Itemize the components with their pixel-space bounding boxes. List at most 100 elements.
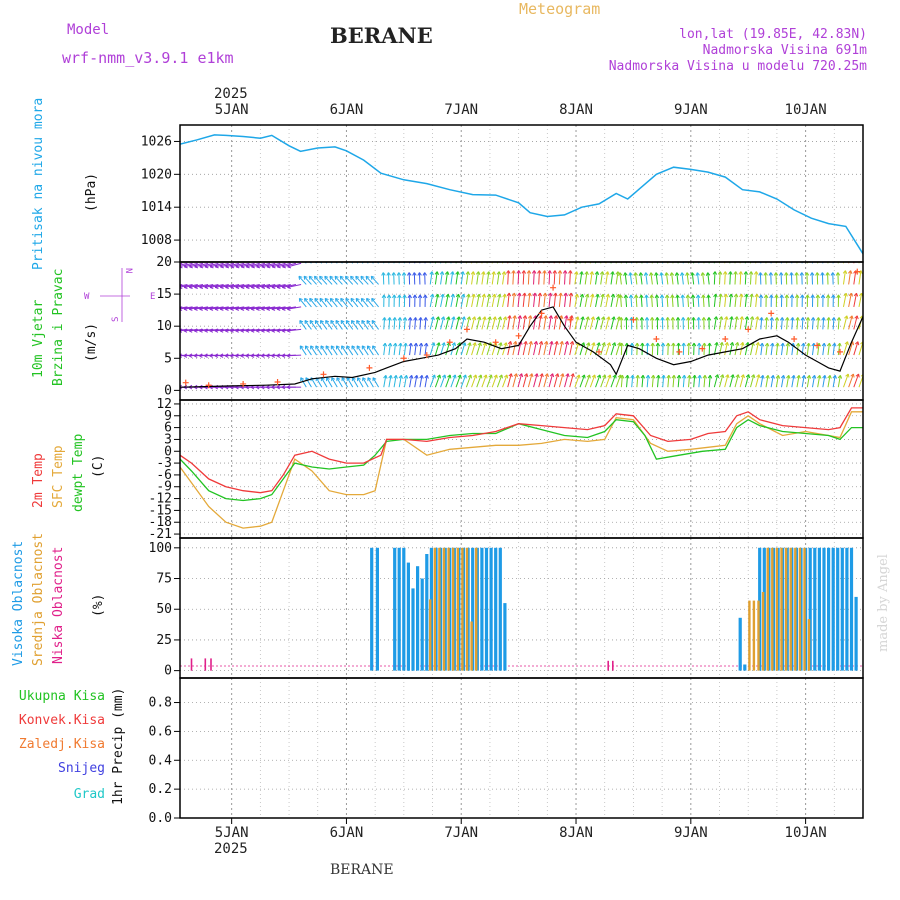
wind-arrow-head: [502, 250, 506, 253]
wind-arrow: [770, 317, 773, 330]
wind-arrow-head: [224, 328, 229, 333]
wind-arrow-head: [261, 353, 265, 358]
wind-arrow-head: [769, 317, 775, 321]
wind-arrow: [481, 342, 487, 356]
wind-arrow: [471, 374, 477, 388]
wind-arrow-head: [204, 306, 209, 311]
wind-arrow-head: [744, 293, 749, 298]
wind-arrow: [744, 316, 748, 330]
w-tick-label: 5: [164, 351, 172, 366]
wind-arrow-head: [472, 342, 477, 347]
wind-arrow-head: [407, 272, 412, 276]
wind-arrow-head: [276, 328, 281, 333]
wind-arrow: [579, 316, 584, 330]
wind-arrow: [533, 270, 535, 285]
wind-arrow-head: [612, 374, 617, 379]
wind-arrow: [827, 343, 830, 356]
wind-arrow-head: [502, 293, 507, 298]
wind-arrow-head: [794, 251, 798, 254]
wind-arrow: [574, 342, 580, 356]
wind-arrow-head: [707, 374, 713, 379]
wind-gust-mark: [550, 284, 557, 291]
wind-arrow-head: [595, 293, 600, 298]
wind-arrow: [360, 275, 369, 285]
wind-arrow-head: [492, 316, 497, 321]
wind-arrow-head: [457, 374, 462, 379]
wind-arrow-head: [681, 374, 687, 379]
wind-arrow: [340, 298, 348, 308]
wind-arrow: [692, 294, 695, 307]
wind-arrow-head: [843, 249, 847, 252]
wind-arrow-head: [763, 251, 767, 254]
wind-arrow: [320, 377, 328, 388]
wind-arrow: [455, 342, 461, 356]
wind-arrow-head: [643, 272, 649, 276]
wind-arrow: [496, 294, 501, 308]
wind-arrow: [569, 270, 571, 285]
wind-arrow-head: [584, 271, 589, 276]
wind-arrow-head: [618, 272, 623, 276]
w-tick-label: 20: [156, 255, 172, 270]
wind-arrow: [445, 271, 449, 285]
cloud-bar: [817, 547, 821, 671]
wind-arrow-head: [560, 373, 565, 378]
wind-arrow-head: [183, 284, 188, 289]
cloud-bar: [411, 588, 415, 671]
wind-arrow-head: [785, 342, 791, 347]
wind-arrow-head: [756, 374, 761, 379]
wind-arrow: [517, 373, 523, 388]
wind-arrow: [471, 316, 476, 330]
wind-arrow-head: [734, 342, 740, 346]
wind-arrow: [553, 292, 557, 307]
top-day-labels: 5JAN 6JAN 7JAN 8JAN 9JAN 10JAN: [215, 102, 827, 118]
wind-arrow-head: [324, 275, 329, 280]
wind-arrow: [460, 294, 465, 308]
wind-arrow-head: [487, 316, 492, 321]
wind-arrow-head: [168, 307, 171, 311]
wind-arrow-head: [579, 293, 585, 298]
wind-arrow-head: [533, 341, 539, 345]
wind-arrow: [287, 354, 302, 357]
wind-arrow-head: [753, 271, 759, 275]
wind-arrow-head: [465, 271, 471, 276]
top-day-label: 10JAN: [785, 102, 827, 118]
wind-arrow: [334, 275, 343, 285]
wind-arrow: [548, 315, 552, 330]
wind-arrow-head: [417, 272, 422, 276]
wind-arrow-head: [471, 293, 476, 298]
wind-arrow-head: [589, 271, 595, 276]
wind-arrow: [527, 315, 532, 330]
wind-arrow-head: [382, 317, 387, 321]
wind-arrow-head: [298, 256, 301, 259]
wind-arrow-head: [760, 375, 765, 379]
wind-arrow-head: [690, 272, 695, 276]
wind-arrow-head: [219, 306, 224, 311]
wind-arrow-head: [719, 342, 724, 346]
wind-arrow-head: [755, 342, 760, 346]
wind-arrow-head: [366, 345, 371, 350]
wind-arrow: [517, 292, 521, 307]
wind-arrow-head: [527, 249, 531, 252]
wind-gust-mark: [630, 316, 637, 323]
wind-arrow-head: [831, 294, 836, 299]
precip-panel: 0.00.20.40.60.8 Ukupna Kisa Konvek.Kisa …: [19, 678, 863, 826]
wind-arrow-head: [430, 293, 435, 298]
wind-arrow-head: [481, 250, 485, 253]
wind-arrow: [645, 272, 648, 285]
cloud-bar: [813, 547, 817, 671]
wind-arrow-head: [570, 373, 575, 378]
wind-arrow-head: [836, 294, 841, 299]
wind-arrow: [548, 373, 554, 388]
wind-arrow-head: [309, 297, 314, 302]
wind-arrow-head: [287, 264, 292, 269]
wind-arrow: [460, 374, 467, 388]
wind-arrow-head: [326, 377, 330, 382]
wind-arrow: [548, 341, 553, 356]
wind-arrow-head: [701, 294, 706, 299]
wind-arrow-head: [340, 256, 343, 259]
wind-arrow: [502, 316, 507, 330]
wind-arrow-head: [304, 345, 309, 350]
wind-arrow-head: [281, 284, 286, 289]
wind-arrow-head: [511, 292, 517, 297]
wind-arrow-head: [398, 375, 404, 379]
